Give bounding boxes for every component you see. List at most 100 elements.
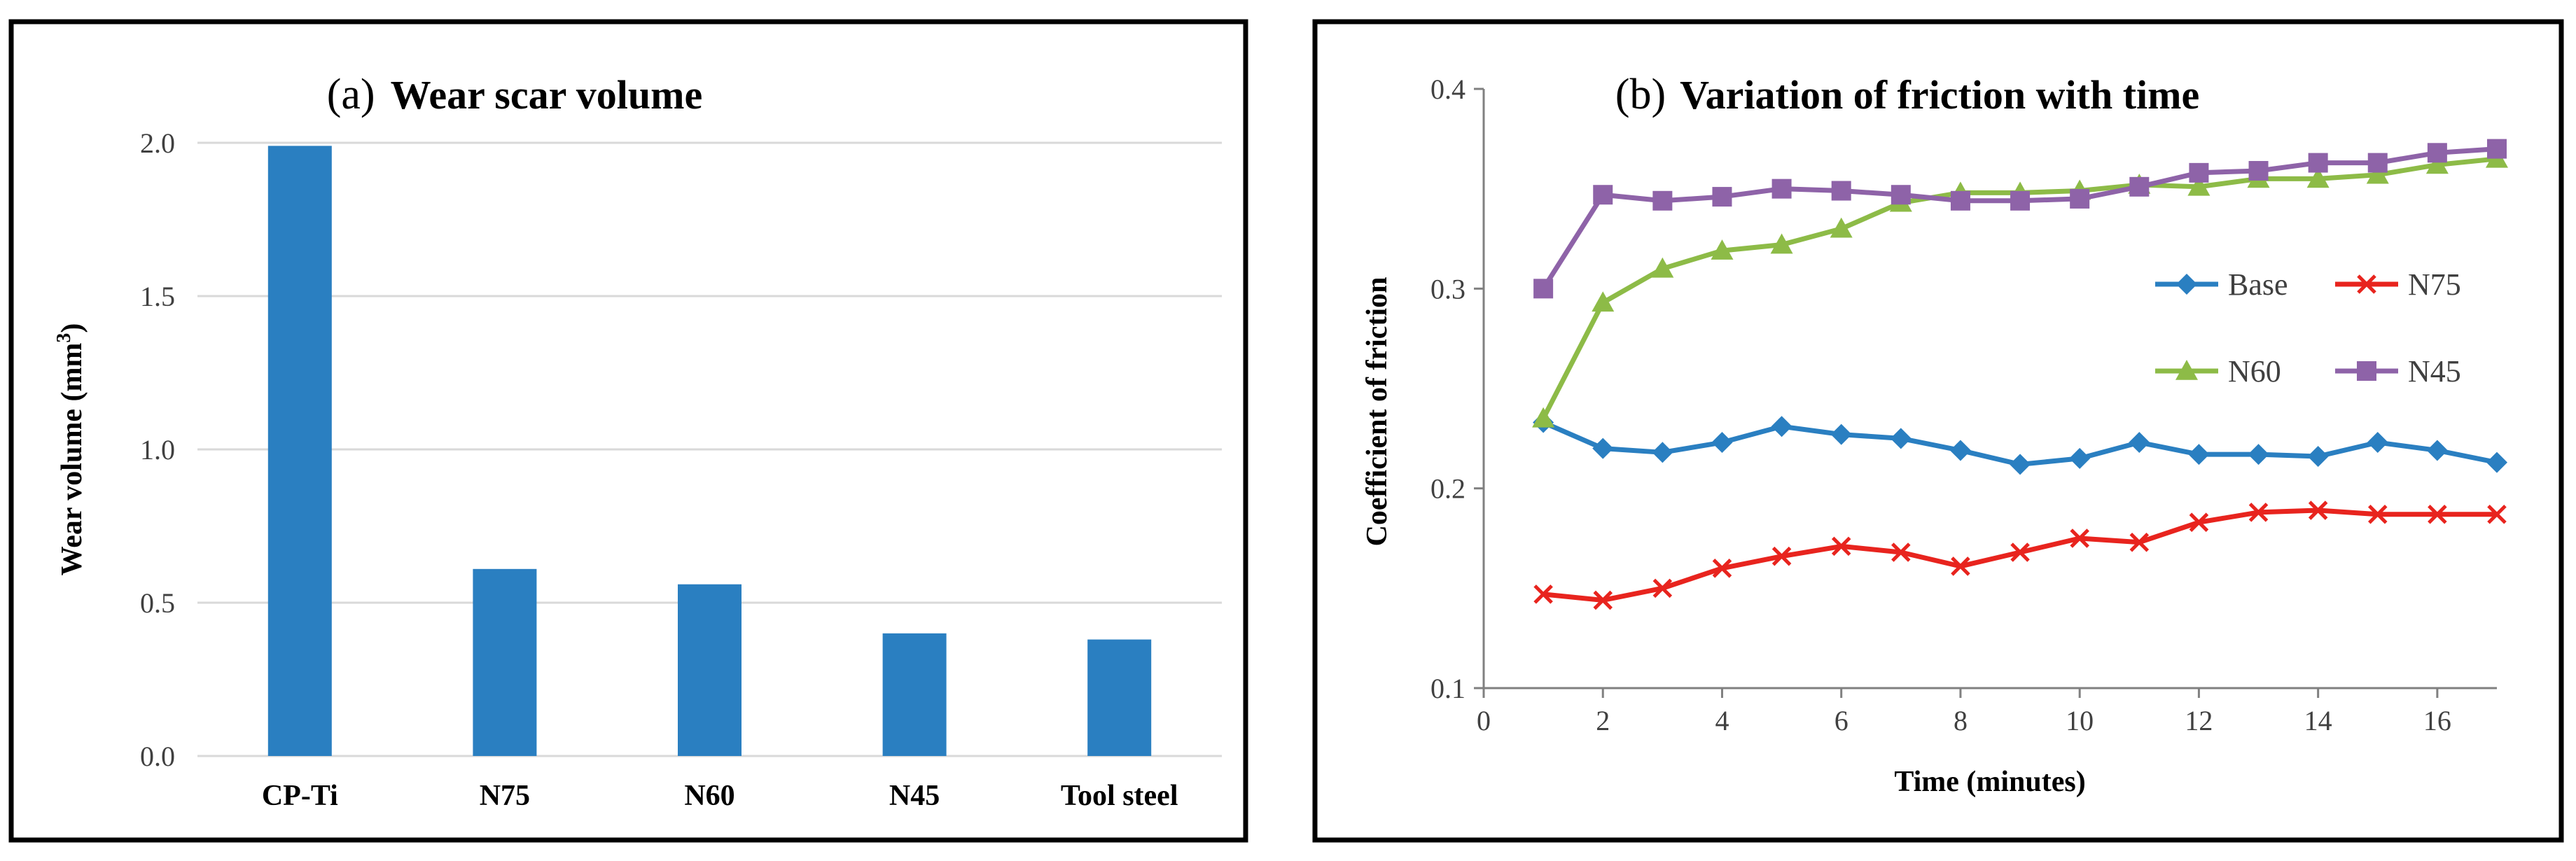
y-tick-label: 0.3	[1430, 273, 1465, 304]
data-point-n75	[1951, 556, 1970, 576]
data-point-n45	[2129, 176, 2150, 197]
data-point-n75	[1712, 559, 1732, 578]
data-point-n75	[1831, 536, 1851, 556]
data-point-n60	[1532, 407, 1555, 428]
x-tick-label: 8	[1954, 705, 1968, 736]
x-tick-label: 14	[2304, 705, 2332, 736]
panel-b-xlabel: Time (minutes)	[1894, 766, 2085, 798]
y-tick-label: 0.5	[140, 587, 175, 619]
data-point-n60	[1770, 233, 1793, 254]
panel-a-ylabel-main: Wear volume (mm	[56, 343, 88, 576]
x-tick-label: 0	[1477, 705, 1491, 736]
data-point-n45	[1593, 185, 1613, 205]
data-point-n75	[2428, 504, 2447, 524]
data-point-n45	[1533, 279, 1554, 299]
data-point-n75	[2487, 504, 2507, 524]
data-point-n45	[2070, 188, 2090, 209]
data-point-base	[1592, 438, 1614, 459]
y-tick-label: 0.0	[140, 741, 175, 772]
panel-b-label: (b)	[1615, 71, 1666, 118]
y-tick-label: 1.0	[140, 434, 175, 465]
data-point-base	[1890, 428, 1912, 449]
data-point-n75	[1652, 578, 1673, 598]
y-tick-label: 0.2	[1430, 473, 1465, 505]
bar	[1087, 639, 1152, 756]
bar-chart: 0.0 0.5 1.0 1.5 2.0 CP-Ti N75 N60 N45 Tool steel	[140, 127, 1222, 812]
legend-marker-base	[2176, 274, 2197, 295]
y-tick-label: 2.0	[140, 127, 175, 159]
legend-marker-n75	[2357, 274, 2376, 294]
x-tick-label: CP-Ti	[262, 780, 338, 812]
data-point-base	[2486, 451, 2507, 473]
legend-marker-n60	[2175, 360, 2198, 380]
data-point-n45	[1652, 190, 1673, 211]
data-point-base	[2426, 440, 2448, 461]
panel-b-title: (b) Variation of friction with time	[1615, 71, 2199, 118]
data-point-n75	[2189, 512, 2209, 532]
x-tick-label: N60	[684, 780, 734, 812]
data-point-base	[1830, 424, 1852, 445]
data-point-base	[1652, 442, 1673, 463]
data-point-n75	[1771, 546, 1792, 566]
panel-a-label: (a)	[327, 71, 375, 118]
x-tick-label: 2	[1596, 705, 1610, 736]
y-tick-label: 0.4	[1430, 74, 1465, 105]
data-point-base	[1711, 432, 1733, 454]
data-point-n45	[2248, 160, 2269, 181]
y-tick-label: 1.5	[140, 281, 175, 312]
line-chart: 0.1 0.2 0.3 0.4 0 2 4 6 8 10 12 14 16 Base N75 N60 N45	[1430, 74, 2508, 736]
data-point-n75	[1891, 542, 1911, 562]
data-point-n60	[1830, 217, 1853, 238]
data-point-n60	[2187, 175, 2211, 196]
panel-a-ylabel-end: )	[56, 323, 88, 333]
data-point-n60	[1651, 257, 1674, 278]
x-tick-label: 10	[2066, 705, 2094, 736]
data-point-n45	[2487, 139, 2507, 159]
data-point-n75	[2010, 542, 2030, 562]
data-point-n75	[2367, 504, 2388, 524]
data-point-n75	[2248, 503, 2269, 522]
data-point-base	[1771, 416, 1792, 438]
data-point-base	[2010, 454, 2031, 475]
data-point-n45	[2367, 153, 2388, 173]
x-tick-label: 6	[1834, 705, 1849, 736]
data-point-n75	[2070, 528, 2089, 548]
x-tick-label: 16	[2423, 705, 2451, 736]
data-point-base	[1949, 440, 1971, 461]
data-point-base	[2367, 432, 2388, 454]
bar	[473, 568, 537, 756]
data-point-n45	[1771, 178, 1792, 199]
y-tick-label: 0.1	[1430, 673, 1465, 704]
x-tick-label: Tool steel	[1061, 780, 1178, 812]
x-tick-label: 12	[2185, 705, 2213, 736]
bar	[882, 633, 947, 756]
panel-a-frame	[8, 19, 1248, 843]
data-point-base	[2307, 446, 2329, 468]
data-point-base	[2069, 447, 2091, 469]
data-point-n45	[1831, 181, 1851, 201]
data-point-n60	[2366, 163, 2389, 184]
data-point-n60	[1711, 239, 1734, 260]
data-point-n45	[2427, 143, 2447, 163]
data-point-n45	[1891, 185, 1911, 205]
legend-label-n75: N75	[2408, 267, 2461, 302]
data-point-n45	[1712, 187, 1732, 207]
panel-b-ylabel: Coefficient of friction	[1361, 277, 1393, 547]
panel-a-title: (a) Wear scar volume	[327, 71, 703, 118]
data-point-n60	[2306, 167, 2330, 188]
data-point-n75	[1593, 590, 1613, 610]
bar	[267, 146, 332, 756]
legend-label-base: Base	[2228, 267, 2288, 302]
data-point-n75	[2129, 532, 2150, 552]
data-point-n60	[1592, 291, 1615, 312]
data-point-n60	[2425, 153, 2449, 174]
data-point-n45	[2189, 162, 2209, 183]
data-point-n45	[2010, 190, 2031, 211]
data-point-base	[2188, 444, 2210, 465]
data-point-n45	[1950, 190, 1970, 211]
panel-a-title-text: Wear scar volume	[391, 72, 703, 118]
panel-b-frame	[1312, 19, 2564, 843]
legend-label-n45: N45	[2408, 354, 2461, 388]
data-point-n75	[1533, 584, 1553, 604]
